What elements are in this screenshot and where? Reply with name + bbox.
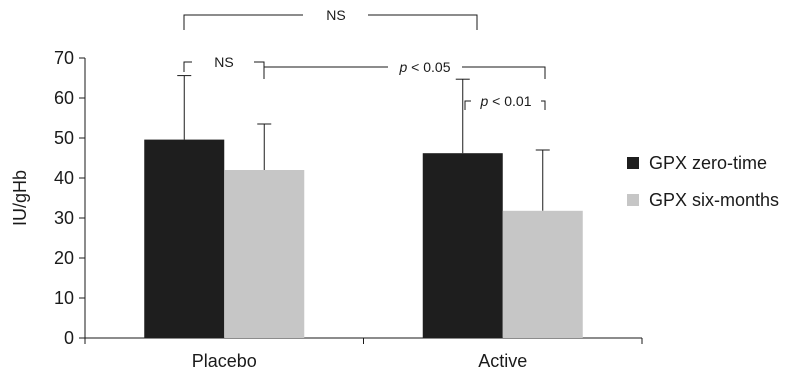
y-tick-label: 0 [64, 328, 74, 348]
error-bars [177, 75, 550, 211]
category-labels: Placebo Active [192, 351, 528, 371]
annotation-bracket-active [464, 100, 546, 110]
annotation-bracket-six-months [263, 66, 546, 79]
y-tick-label: 30 [54, 208, 74, 228]
x-ticks [84, 338, 643, 344]
bar-placebo-gpx-zero-time [144, 139, 225, 338]
category-label: Placebo [192, 351, 257, 371]
annotation-label-active: p < 0.01 [480, 93, 532, 109]
bar-active-gpx-zero-time [422, 153, 503, 338]
bar-active-gpx-six-months [502, 210, 583, 338]
significance-annotations: NS NS p < 0.05 p < 0.01 [183, 7, 546, 110]
legend-swatch [627, 157, 639, 169]
legend-label: GPX six-months [649, 190, 779, 210]
legend-swatch [627, 194, 639, 206]
y-tick-label: 50 [54, 128, 74, 148]
y-tick-label: 20 [54, 248, 74, 268]
legend-label: GPX zero-time [649, 153, 767, 173]
bars [144, 139, 583, 338]
annotation-label-top: NS [326, 7, 345, 23]
annotation-label-placebo: NS [214, 54, 233, 70]
y-tick-label: 70 [54, 48, 74, 68]
y-tick-label: 40 [54, 168, 74, 188]
annotation-bracket-top [183, 14, 478, 30]
y-tick-label: 60 [54, 88, 74, 108]
y-ticks: 0 10 20 30 40 50 60 70 [54, 48, 85, 348]
bar-placebo-gpx-six-months [224, 170, 305, 338]
y-tick-label: 10 [54, 288, 74, 308]
category-label: Active [478, 351, 527, 371]
annotation-label-six-months: p < 0.05 [399, 59, 451, 75]
legend: GPX zero-time GPX six-months [627, 153, 779, 210]
y-axis-title: IU/gHb [10, 170, 30, 226]
